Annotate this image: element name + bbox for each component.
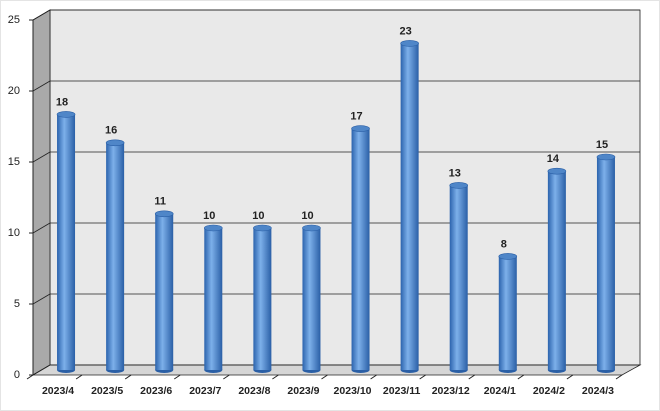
x-tick-label: 2024/1	[484, 385, 516, 397]
value-label: 16	[105, 125, 117, 137]
bar-cap	[596, 153, 616, 161]
bar-body	[57, 114, 76, 371]
grid-line-side	[32, 151, 51, 163]
bar	[596, 153, 616, 373]
bar-body	[449, 185, 468, 370]
value-label: 10	[203, 210, 215, 222]
x-tick	[419, 374, 426, 380]
bar-cap	[547, 167, 567, 175]
bar	[547, 167, 567, 373]
bar-body	[547, 171, 566, 370]
bar-cap	[105, 139, 125, 147]
bar	[302, 224, 321, 373]
side-wall	[32, 9, 51, 376]
bar	[253, 224, 272, 373]
bar-cap	[498, 253, 518, 260]
x-tick	[223, 374, 230, 380]
bar-cap	[56, 111, 76, 118]
x-tick-label: 2023/8	[238, 385, 270, 397]
bar-cap	[302, 224, 321, 232]
bar-body	[302, 228, 321, 370]
y-tick-label: 15	[8, 156, 20, 168]
x-tick-label: 2023/4	[42, 385, 74, 397]
bar-body	[204, 228, 223, 370]
x-tick-label: 2024/2	[533, 385, 565, 397]
x-tick-label: 2024/3	[582, 385, 614, 397]
bar-body	[106, 142, 125, 370]
y-tick-label: 5	[14, 298, 20, 310]
y-tick-label: 10	[8, 227, 20, 239]
value-label: 10	[301, 210, 313, 222]
value-label: 15	[596, 139, 608, 151]
grid-line-side	[32, 80, 51, 92]
bar	[449, 182, 469, 373]
x-tick	[615, 374, 623, 380]
bar-body	[400, 43, 419, 371]
x-tick	[272, 374, 279, 380]
value-label: 23	[400, 25, 412, 37]
x-tick	[566, 374, 574, 380]
value-label: 18	[56, 96, 68, 108]
y-tick-label: 20	[8, 85, 20, 97]
bar	[154, 210, 174, 373]
bar	[105, 139, 125, 373]
x-tick-label: 2023/6	[140, 385, 172, 397]
x-tick-label: 2023/10	[334, 385, 372, 397]
grid-line-side	[32, 9, 51, 21]
x-tick	[468, 374, 476, 380]
value-label: 13	[449, 167, 461, 179]
bar-body	[596, 157, 615, 370]
x-tick-label: 2023/11	[383, 385, 421, 397]
x-tick	[173, 374, 181, 380]
value-label: 17	[350, 111, 362, 123]
bar-cap	[351, 125, 370, 132]
x-tick	[517, 374, 525, 380]
x-tick-label: 2023/12	[432, 385, 470, 397]
grid-line-side	[32, 222, 51, 234]
grid-line-side	[32, 293, 51, 305]
x-tick-label: 2023/9	[287, 385, 319, 397]
bar-cap	[253, 224, 272, 232]
x-tick	[321, 374, 328, 380]
bar	[351, 125, 370, 373]
x-tick	[26, 374, 34, 380]
x-tick-label: 2023/5	[91, 385, 123, 397]
bar-cap	[400, 40, 419, 47]
bar-cap	[154, 210, 174, 218]
value-label: 10	[252, 210, 264, 222]
bar	[56, 111, 76, 373]
value-label: 11	[154, 196, 166, 208]
bar-body	[351, 128, 370, 370]
y-tick-label: 0	[14, 369, 20, 381]
bar-body	[155, 213, 174, 370]
bar	[498, 253, 518, 373]
x-tick	[75, 374, 83, 380]
value-label: 8	[501, 238, 507, 250]
value-label: 14	[547, 153, 560, 165]
y-tick-label: 25	[8, 14, 20, 26]
bar-body	[253, 228, 272, 370]
bar	[400, 40, 419, 373]
grid-line-side	[32, 364, 51, 376]
bar-body	[498, 256, 517, 370]
x-tick	[124, 374, 132, 380]
bar-cap	[449, 182, 469, 189]
bar-cap	[203, 224, 223, 232]
x-tick-label: 2023/7	[189, 385, 221, 397]
x-tick	[370, 374, 377, 380]
bar	[203, 224, 223, 373]
